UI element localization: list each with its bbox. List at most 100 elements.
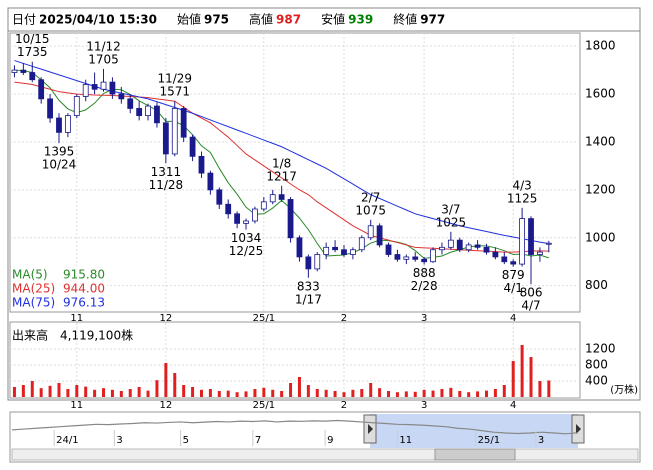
volume-bar [369, 383, 373, 397]
header-value: 939 [348, 13, 373, 27]
navigator-label: 9 [327, 435, 333, 446]
volume-bar [146, 390, 150, 397]
header-value: 975 [204, 13, 229, 27]
candle-body [260, 201, 267, 210]
candle-body [519, 218, 526, 265]
candle-body [314, 254, 321, 270]
candle-body [332, 246, 338, 251]
volume-bar [226, 390, 230, 397]
candle-body [349, 249, 356, 255]
navigator-label: 3 [116, 435, 122, 446]
volume-bar [520, 345, 524, 397]
annotation-value: 1311 [151, 165, 182, 179]
x-tick-label: 12 [159, 313, 172, 324]
candle-body [82, 84, 89, 97]
candle-body [207, 172, 214, 191]
volume-bar [342, 392, 346, 397]
candle-body [430, 249, 436, 263]
volume-bar [484, 390, 488, 397]
volume-bar [333, 391, 337, 397]
legend-name: MA(5) [12, 268, 48, 282]
candle-body [421, 258, 428, 263]
x-tick-label: 11 [70, 400, 83, 411]
x-tick-label: 25/1 [253, 400, 275, 411]
candle-body [145, 105, 151, 117]
annotation-value: 1571 [159, 85, 190, 99]
volume-bar [217, 391, 221, 397]
volume-bar [262, 387, 266, 397]
volume-bar [324, 389, 328, 397]
volume-title: 出来高 4,119,100株 [12, 328, 133, 343]
candle-body [91, 84, 98, 90]
candle-body [234, 213, 241, 224]
annotation-date: 3/7 [441, 202, 460, 216]
y-tick-label: 1200 [585, 182, 616, 196]
volume-bar [119, 391, 123, 397]
volume-bar [289, 383, 293, 397]
volume-bar [547, 380, 551, 397]
x-tick-label: 2 [341, 313, 347, 324]
header-label: 日付 [12, 13, 36, 27]
volume-bar [30, 381, 34, 397]
candle-body [287, 199, 294, 239]
volume-bar [155, 380, 159, 397]
y-tick-label: 1200 [585, 342, 616, 356]
volume-bar [467, 392, 471, 397]
x-tick-label: 4 [510, 313, 516, 324]
candle-body [20, 69, 27, 73]
legend-value: 944.00 [63, 282, 105, 296]
legend-box [11, 266, 107, 310]
annotation-date: 11/29 [157, 72, 192, 86]
annotation-value: 1034 [231, 231, 262, 245]
volume-bar [297, 377, 301, 397]
annotation-date: 1/17 [295, 292, 322, 306]
candle-body [439, 246, 445, 251]
candle-body [501, 256, 508, 263]
y-tick-label: 400 [585, 374, 608, 388]
volume-bar [476, 391, 480, 397]
volume-bar [395, 392, 399, 397]
annotation-date: 2/28 [411, 279, 438, 293]
header-label: 終値 [393, 12, 417, 27]
volume-bar [360, 389, 364, 397]
y-tick-label: 1800 [585, 39, 616, 53]
scrollbar[interactable] [11, 448, 639, 461]
volume-bar [502, 385, 506, 397]
y-tick-label: 1400 [585, 134, 616, 148]
x-tick-label: 3 [421, 400, 427, 411]
annotation-date: 11/28 [149, 178, 184, 192]
volume-bar [280, 391, 284, 397]
y-tick-label: 1600 [585, 87, 616, 101]
volume-bar [39, 388, 43, 397]
volume-unit: (万株) [610, 383, 638, 396]
volume-bar [387, 391, 391, 397]
scroll-thumb[interactable] [434, 448, 516, 461]
annotation-date: 2/7 [361, 190, 380, 204]
candle-body [162, 122, 169, 155]
volume-bar [315, 389, 319, 397]
x-tick-label: 25/1 [253, 313, 275, 324]
annotation-value: 1025 [436, 215, 467, 229]
volume-bar [529, 357, 533, 397]
volume-bar [493, 389, 497, 397]
candle-body [56, 117, 62, 133]
volume-bar [48, 385, 52, 397]
candle-body [474, 244, 481, 248]
annotation-date: 10/15 [15, 32, 50, 46]
navigator-label: 5 [183, 435, 189, 446]
volume-bar [235, 392, 239, 397]
candle-body [510, 261, 517, 265]
candle-body [447, 239, 454, 248]
volume-bar [164, 363, 168, 397]
candle-body [358, 237, 365, 251]
x-tick-label: 12 [159, 400, 172, 411]
volume-bar [511, 361, 515, 397]
annotation-value: 1395 [44, 145, 75, 159]
volume-bar [271, 389, 275, 397]
x-tick-label: 3 [421, 313, 427, 324]
header-value: 977 [420, 13, 445, 27]
annotation-date: 11/12 [86, 39, 121, 53]
candle-body [127, 98, 134, 109]
volume-bar [351, 389, 355, 397]
